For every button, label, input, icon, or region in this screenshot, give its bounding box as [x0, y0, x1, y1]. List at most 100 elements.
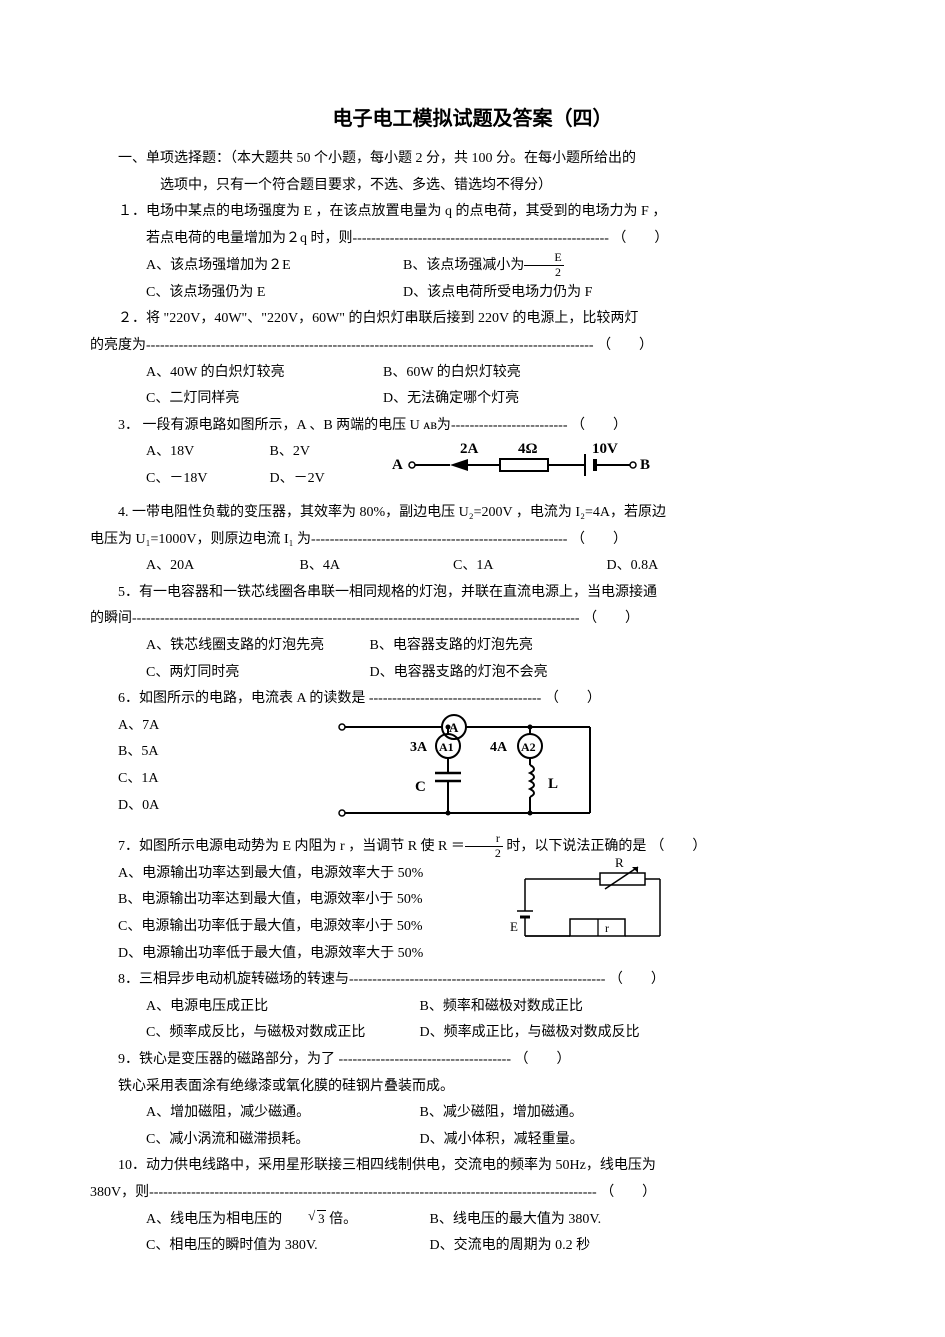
q7-post: 时，以下说法正确的是 [503, 839, 647, 854]
q9-sub: 铁心采用表面涂有绝缘漆或氧化膜的硅钢片叠装而成。 [90, 1074, 855, 1101]
q3-opts-row2: C、－18V D、－2V [90, 466, 390, 493]
q9-text: 9．铁心是变压器的磁路部分，为了 [118, 1052, 335, 1067]
q8-opts-row2: C、频率成反比，与磁极对数成正比 D、频率成正比，与磁极对数成反比 [90, 1020, 855, 1047]
frac-num: E [524, 251, 563, 265]
fig-label-ri: r [605, 921, 609, 935]
q9-opt-b: B、减少磁阻，增加磁通。 [392, 1100, 583, 1127]
q7-opt-a: A、电源输出功率达到最大值，电源效率大于 50% [90, 861, 510, 888]
q3-opt-a: A、18V [118, 439, 238, 466]
dashes: ------------------------------------- [369, 691, 542, 706]
frac-num: r [465, 832, 503, 846]
q1-opt-d: D、该点电荷所受电场力仍为 F [375, 280, 592, 307]
answer-blank: （ ） [571, 418, 627, 433]
q1-line1: １．电场中某点的电场强度为 E ，在该点放置电量为 q 的点电荷，其受到的电场力… [90, 199, 855, 226]
dashes: ------------------------- [451, 418, 568, 433]
q7-opt-d: D、电源输出功率低于最大值，电源效率大于 50% [90, 941, 510, 968]
q5-line1: 5．有一电容器和一铁芯线圈各串联一相同规格的灯泡，并联在直流电源上，当电源接通 [90, 580, 855, 607]
q5-opts-row2: C、两灯同时亮 D、电容器支路的灯泡不会亮 [90, 660, 855, 687]
q1-a-pre: A、该点场强增加为２ [146, 258, 282, 273]
fig-label-b: B [640, 457, 650, 473]
q2-line1: ２．将 "220V，40W"、"220V，60W" 的白炽灯串联后接到 220V… [90, 306, 855, 333]
q8-line: 8．三相异步电动机旋转磁场的转速与-----------------------… [90, 967, 855, 994]
q4-opt-c: C、1A [425, 553, 575, 580]
q6-opt-a: A、7A [90, 713, 330, 740]
q7-opt-c: C、电源输出功率低于最大值，电源效率小于 50% [90, 914, 510, 941]
q4-opt-a: A、20A [118, 553, 268, 580]
q5-opt-b: B、电容器支路的灯泡先亮 [342, 633, 533, 660]
q3-opt-c: C、－18V [118, 466, 238, 493]
q2-opt-a: A、40W 的白炽灯较亮 [118, 360, 298, 387]
q6-row: A、7A B、5A C、1A D、0A A 3A A1 C 4A [90, 713, 855, 834]
q10-a-pre: A、线电压为相电压的 [146, 1212, 282, 1227]
answer-blank: （ ） [600, 1185, 656, 1200]
q1-opt-c: C、该点场强仍为 E [118, 280, 298, 307]
answer-blank: （ ） [583, 611, 639, 626]
q4-opt-b: B、4A [272, 553, 422, 580]
q2-options-row2: C、二灯同样亮 D、无法确定哪个灯亮 [90, 386, 855, 413]
fig-label-a: A [392, 457, 403, 473]
q10-opt-b: B、线电压的最大值为 380V. [402, 1207, 602, 1234]
dashes: ----------------------------------------… [311, 532, 567, 547]
q8-opt-c: C、频率成反比，与磁极对数成正比 [118, 1020, 388, 1047]
fig-label-l: L [548, 776, 558, 792]
q6-circuit-figure: A 3A A1 C 4A A2 L [330, 713, 650, 823]
answer-blank: （ ） [612, 231, 668, 246]
q7-row: A、电源输出功率达到最大值，电源效率大于 50% B、电源输出功率达到最大值，电… [90, 861, 855, 967]
answer-blank: （ ） [597, 338, 653, 353]
q7-opt-b: B、电源输出功率达到最大值，电源效率小于 50% [90, 887, 510, 914]
fig-label-r: 4Ω [518, 441, 538, 457]
q1-a-e: E [282, 258, 291, 273]
fig-label-e: E [510, 919, 518, 934]
q10-opt-a: A、线电压为相电压的√3 倍。 [118, 1207, 398, 1234]
q10-opt-c: C、相电压的瞬时值为 380V. [118, 1233, 398, 1260]
fig-label-i1: 3A [410, 740, 428, 755]
q9-opt-d: D、减小体积，减轻重量。 [392, 1127, 584, 1154]
q10-opts-row1: A、线电压为相电压的√3 倍。 B、线电压的最大值为 380V. [90, 1207, 855, 1234]
frac-den: 2 [465, 847, 503, 860]
q2-options-row1: A、40W 的白炽灯较亮 B、60W 的白炽灯较亮 [90, 360, 855, 387]
q1-opt-b: B、该点场强减小为E2 [375, 252, 564, 280]
q3-text: 3． 一段有源电路如图所示，A 、B 两端的电压 U ᴀʙ为 [118, 418, 451, 433]
fraction: E2 [524, 251, 563, 278]
q10-text2: 380V，则 [90, 1185, 149, 1200]
q1-text2: 若点电荷的电量增加为２q 时，则 [146, 231, 353, 246]
fig-label-a: A [449, 720, 459, 735]
q5-opt-c: C、两灯同时亮 [118, 660, 338, 687]
answer-blank: （ ） [609, 972, 665, 987]
q5-opt-a: A、铁芯线圈支路的灯泡先亮 [118, 633, 338, 660]
q2-line2: 的亮度为------------------------------------… [90, 333, 855, 360]
q5-opts-row1: A、铁芯线圈支路的灯泡先亮 B、电容器支路的灯泡先亮 [90, 633, 855, 660]
q4-opts: A、20A B、4A C、1A D、0.8A [90, 553, 855, 580]
q1-options-row1: A、该点场强增加为２E B、该点场强减小为E2 [90, 252, 855, 280]
section-header-line2: 选项中，只有一个符合题目要求，不选、多选、错选均不得分） [90, 173, 855, 200]
q5-text2: 的瞬间 [90, 611, 132, 626]
q1-options-row2: C、该点场强仍为 E D、该点电荷所受电场力仍为 F [90, 280, 855, 307]
q2-opt-b: B、60W 的白炽灯较亮 [355, 360, 535, 387]
q5-line2: 的瞬间-------------------------------------… [90, 606, 855, 633]
q7-pre: 7．如图所示电源电动势为 E 内阻为 r ，当调节 R 使 R ＝ [118, 839, 465, 854]
fig-label-a1: A1 [439, 740, 454, 754]
q9-opt-a: A、增加磁阻，减少磁通。 [118, 1100, 388, 1127]
q8-opts-row1: A、电源电压成正比 B、频率和磁极对数成正比 [90, 994, 855, 1021]
q4-text2: 电压为 U₁=1000V，则原边电流 I₁ 为 [90, 532, 311, 547]
q1-line2: 若点电荷的电量增加为２q 时，则------------------------… [90, 226, 855, 253]
q3-row: A、18V B、2V C、－18V D、－2V 2A 4Ω 10V A [90, 439, 855, 500]
q2-opt-d: D、无法确定哪个灯亮 [355, 386, 535, 413]
q6-line: 6．如图所示的电路，电流表 A 的读数是 -------------------… [90, 686, 855, 713]
q3-opts-row1: A、18V B、2V [90, 439, 390, 466]
q3-line: 3． 一段有源电路如图所示，A 、B 两端的电压 U ᴀʙ为----------… [90, 413, 855, 440]
dashes: ----------------------------------------… [149, 1185, 597, 1200]
q3-opt-d: D、－2V [242, 466, 362, 493]
q6-opt-b: B、5A [90, 739, 330, 766]
dashes: ----------------------------------------… [146, 338, 594, 353]
q7-fraction: r2 [465, 832, 503, 859]
q3-circuit-figure: 2A 4Ω 10V A B [390, 439, 700, 489]
q1-opt-a: A、该点场强增加为２E [118, 253, 298, 280]
dashes: ----------------------------------------… [132, 611, 580, 626]
answer-blank: （ ） [515, 1052, 571, 1067]
answer-blank: （ ） [650, 839, 706, 854]
q6-opt-c: C、1A [90, 766, 330, 793]
dashes: ----------------------------------------… [349, 972, 605, 987]
q9-opt-c: C、减小涡流和磁滞损耗。 [118, 1127, 388, 1154]
q8-text: 8．三相异步电动机旋转磁场的转速与 [118, 972, 349, 987]
